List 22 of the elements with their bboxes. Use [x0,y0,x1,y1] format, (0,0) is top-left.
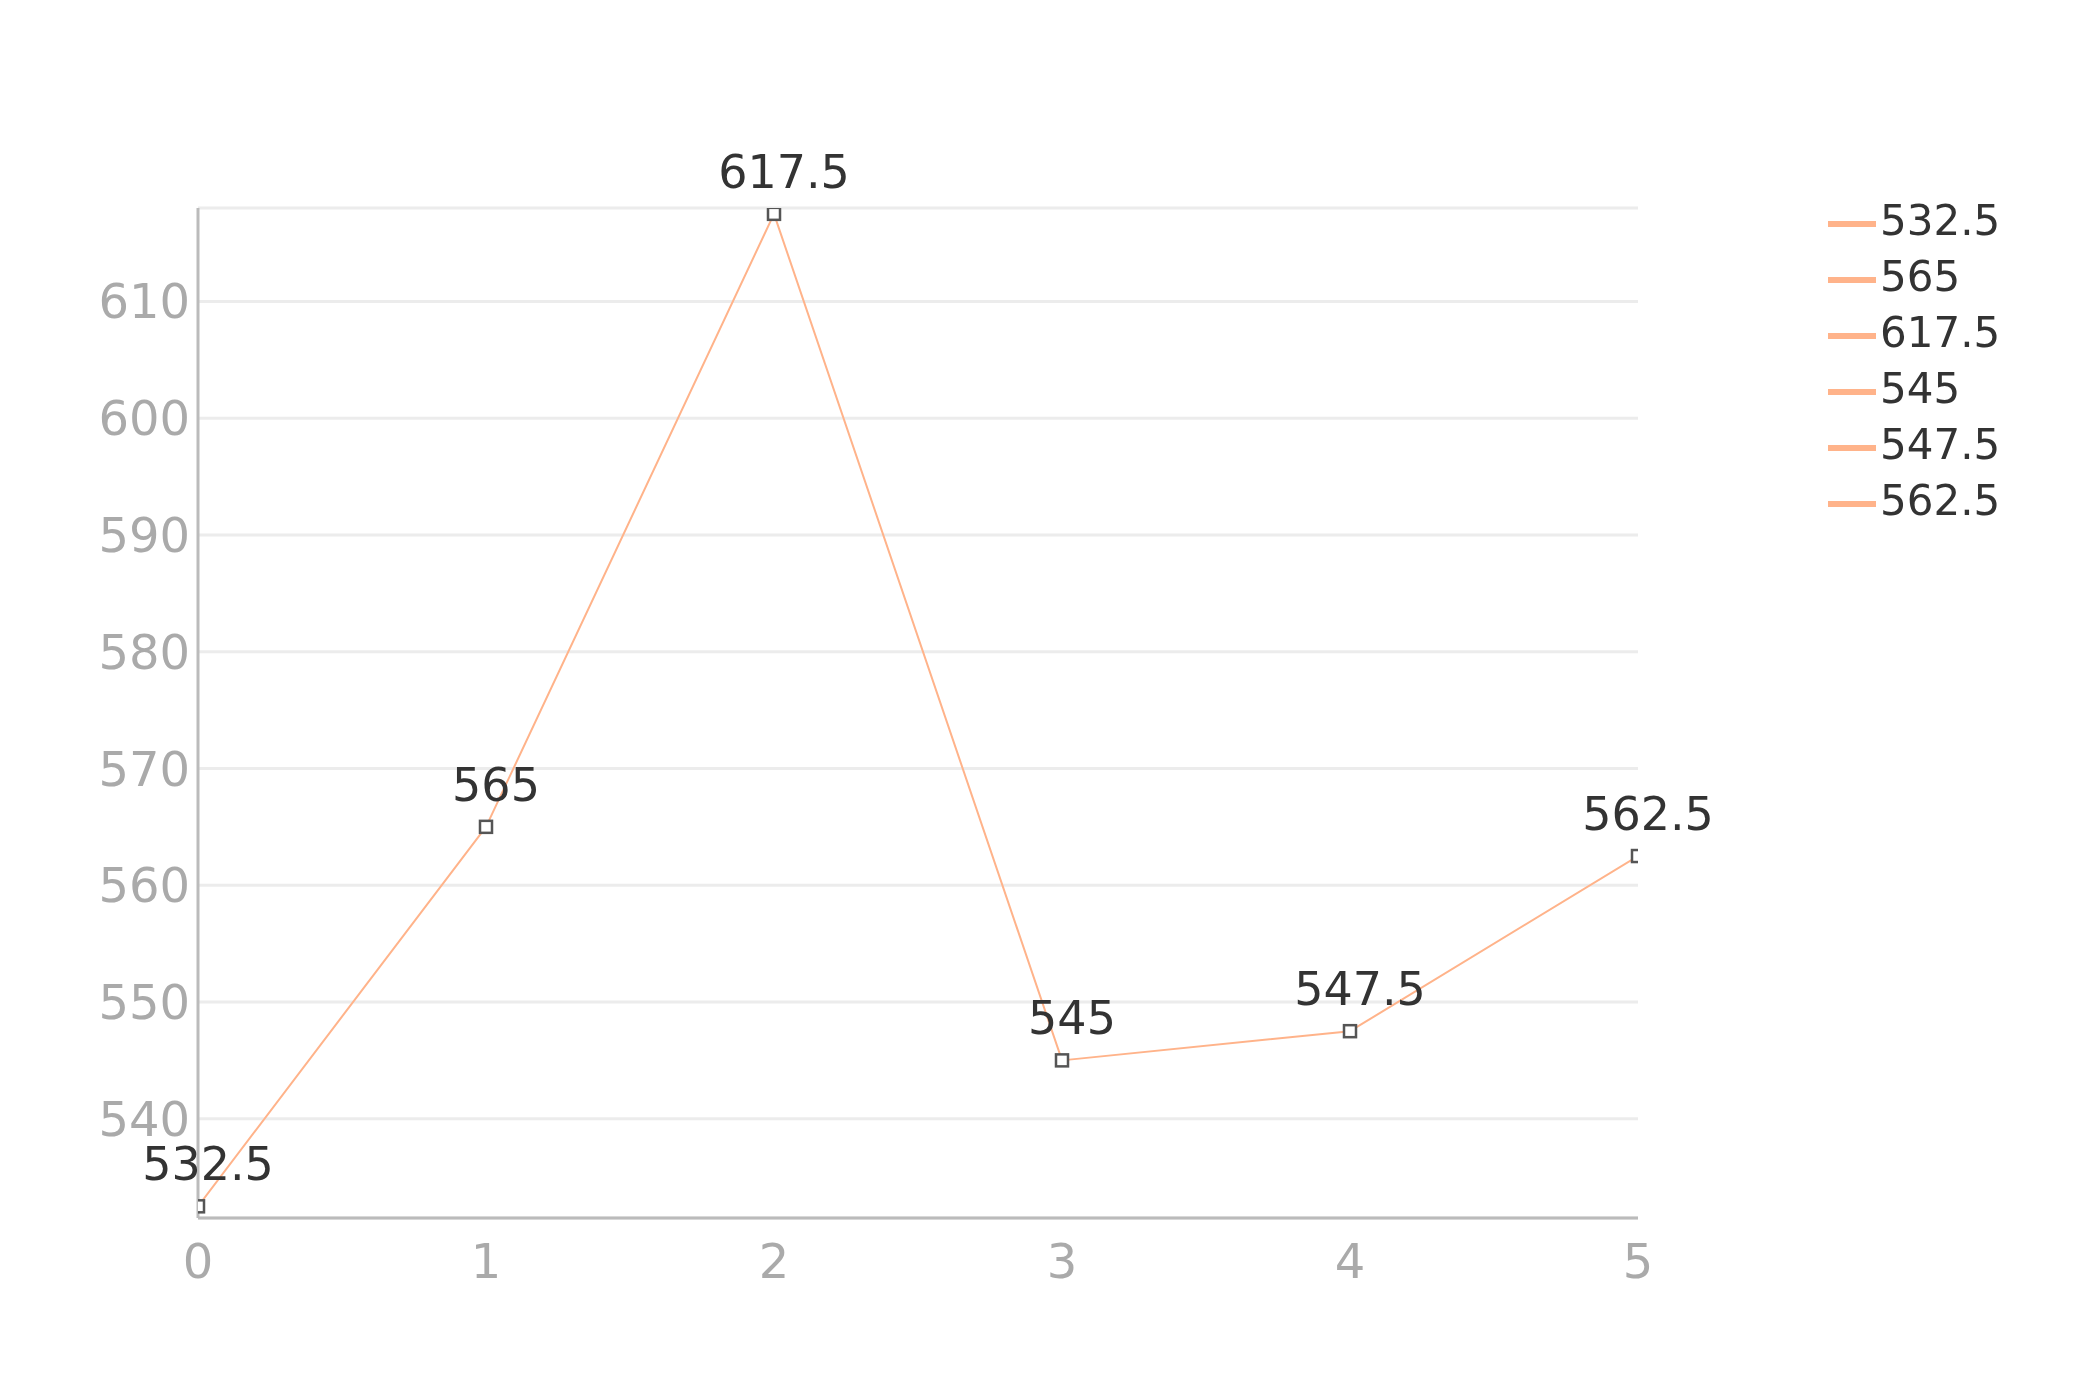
legend-label: 545 [1880,364,1961,413]
data-label: 617.5 [718,144,850,199]
legend-label: 562.5 [1880,476,2001,525]
legend-label: 617.5 [1880,308,2001,357]
y-tick-label: 560 [98,857,190,914]
y-tick-label: 610 [98,273,190,330]
data-label: 547.5 [1294,962,1426,1017]
y-tick-label: 600 [98,390,190,447]
x-tick-label: 0 [182,1233,214,1290]
x-tick-label: 5 [1622,1233,1654,1290]
x-tick-label: 1 [470,1233,502,1290]
y-tick-label: 570 [98,740,190,797]
legend-label: 532.5 [1880,196,2001,245]
legend-label: 565 [1880,252,1961,301]
y-tick-label: 580 [98,623,190,680]
legend-label: 547.5 [1880,420,2001,469]
x-tick-label: 3 [1046,1233,1078,1290]
x-tick-label: 2 [758,1233,790,1290]
y-tick-label: 550 [98,974,190,1031]
y-tick-label: 590 [98,506,190,563]
x-tick-label: 4 [1334,1233,1366,1290]
data-label: 562.5 [1582,787,1714,842]
